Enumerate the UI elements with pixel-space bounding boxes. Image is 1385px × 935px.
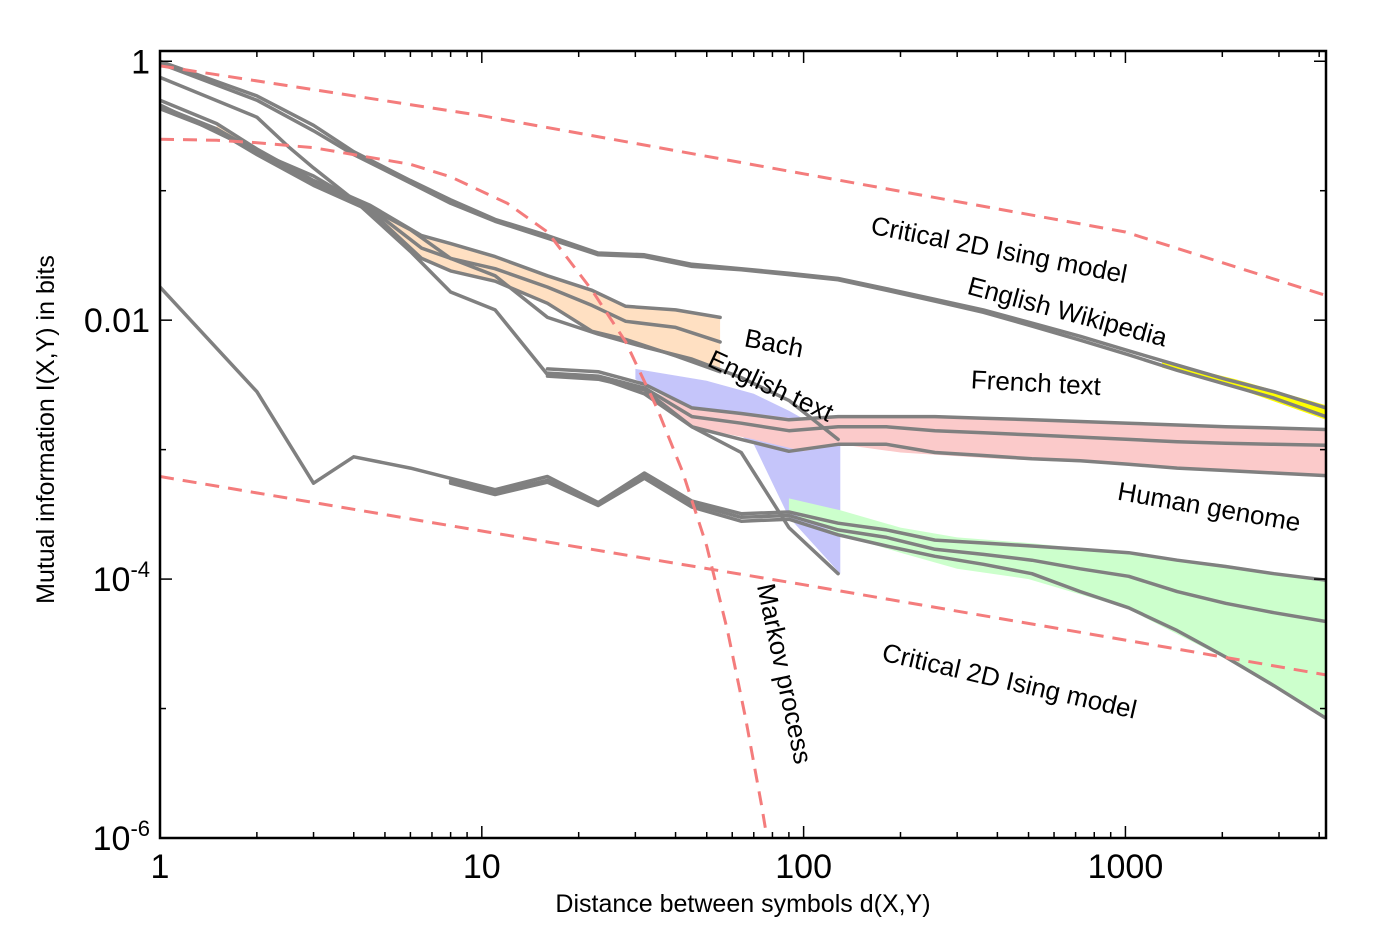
y-tick-label: 0.01: [84, 302, 150, 340]
annotation-markov-process: Markov process: [751, 581, 818, 767]
reference-curve-1: [160, 64, 1326, 297]
reference-curve-3: [160, 137, 767, 828]
series-line-11: [160, 285, 1326, 582]
annotation-bach: Bach: [742, 323, 806, 364]
ticks-layer: 1 10 100 1000 1 0.01 10-4 10-6: [84, 43, 1326, 886]
plot-frame: [158, 49, 1328, 840]
y-tick-label: 1: [131, 43, 150, 81]
annotation-french-text: French text: [970, 364, 1102, 401]
series-line-8: [545, 367, 1326, 432]
series-layer: [160, 59, 1326, 721]
x-tick-label: 100: [775, 848, 832, 886]
annotation-human-genome: Human genome: [1115, 476, 1302, 538]
x-tick-label: 1000: [1088, 848, 1164, 886]
band-bach: [216, 125, 721, 372]
series-line-3: [160, 75, 840, 442]
series-line-9: [545, 371, 1326, 448]
annotation-critical-2d-ising-model: Critical 2D Ising model: [879, 637, 1139, 725]
y-axis-label: Mutual information I(X,Y) in bits: [32, 255, 60, 604]
y-tick-label: 10-6: [93, 816, 150, 858]
series-line-7: [160, 103, 840, 576]
series-line-13: [448, 476, 1326, 721]
series-line-10: [545, 374, 1326, 478]
x-axis-label: Distance between symbols d(X,Y): [555, 890, 930, 918]
x-tick-label: 10: [463, 848, 501, 886]
series-line-4: [160, 98, 722, 320]
y-tick-label: 10-4: [93, 557, 150, 599]
reference-curve-2: [160, 475, 1326, 677]
reference-curves-layer: [160, 64, 1326, 828]
x-tick-label: 1: [151, 848, 170, 886]
series-line-2: [160, 61, 1326, 419]
band-french-text: [635, 384, 1326, 476]
